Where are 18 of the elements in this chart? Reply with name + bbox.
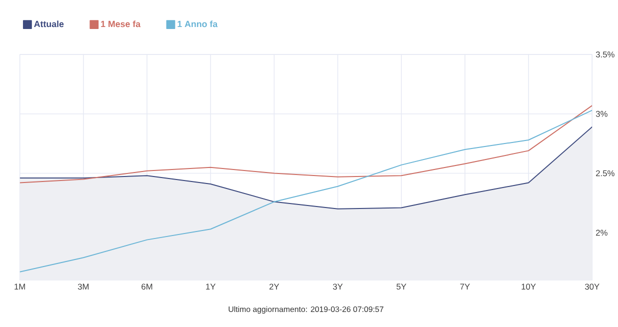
x-tick-label: 6M: [142, 284, 152, 290]
x-tick-label: 10Y: [522, 284, 536, 290]
y-tick-label: 3.5%: [596, 52, 614, 58]
x-tick-label: 7Y: [460, 284, 470, 290]
y-tick-label: 2.5%: [596, 170, 614, 176]
x-tick-label: 5Y: [396, 284, 406, 290]
x-tick-label: 1Y: [206, 284, 216, 290]
y-tick-label: 3%: [596, 111, 608, 117]
legend-label: 1 Mese fa: [101, 20, 141, 28]
y-tick-label: 2%: [596, 230, 608, 236]
line-series: [20, 105, 592, 184]
x-tick-label: 3Y: [332, 284, 343, 290]
x-tick-label: 30Y: [584, 284, 600, 290]
x-tick-label: 3M: [78, 284, 89, 290]
x-tick-label: 2Y: [269, 284, 280, 290]
x-tick-label: 1M: [14, 284, 25, 290]
legend-label: Attuale: [34, 20, 64, 28]
legend-label: 1 Anno fa: [178, 20, 218, 28]
